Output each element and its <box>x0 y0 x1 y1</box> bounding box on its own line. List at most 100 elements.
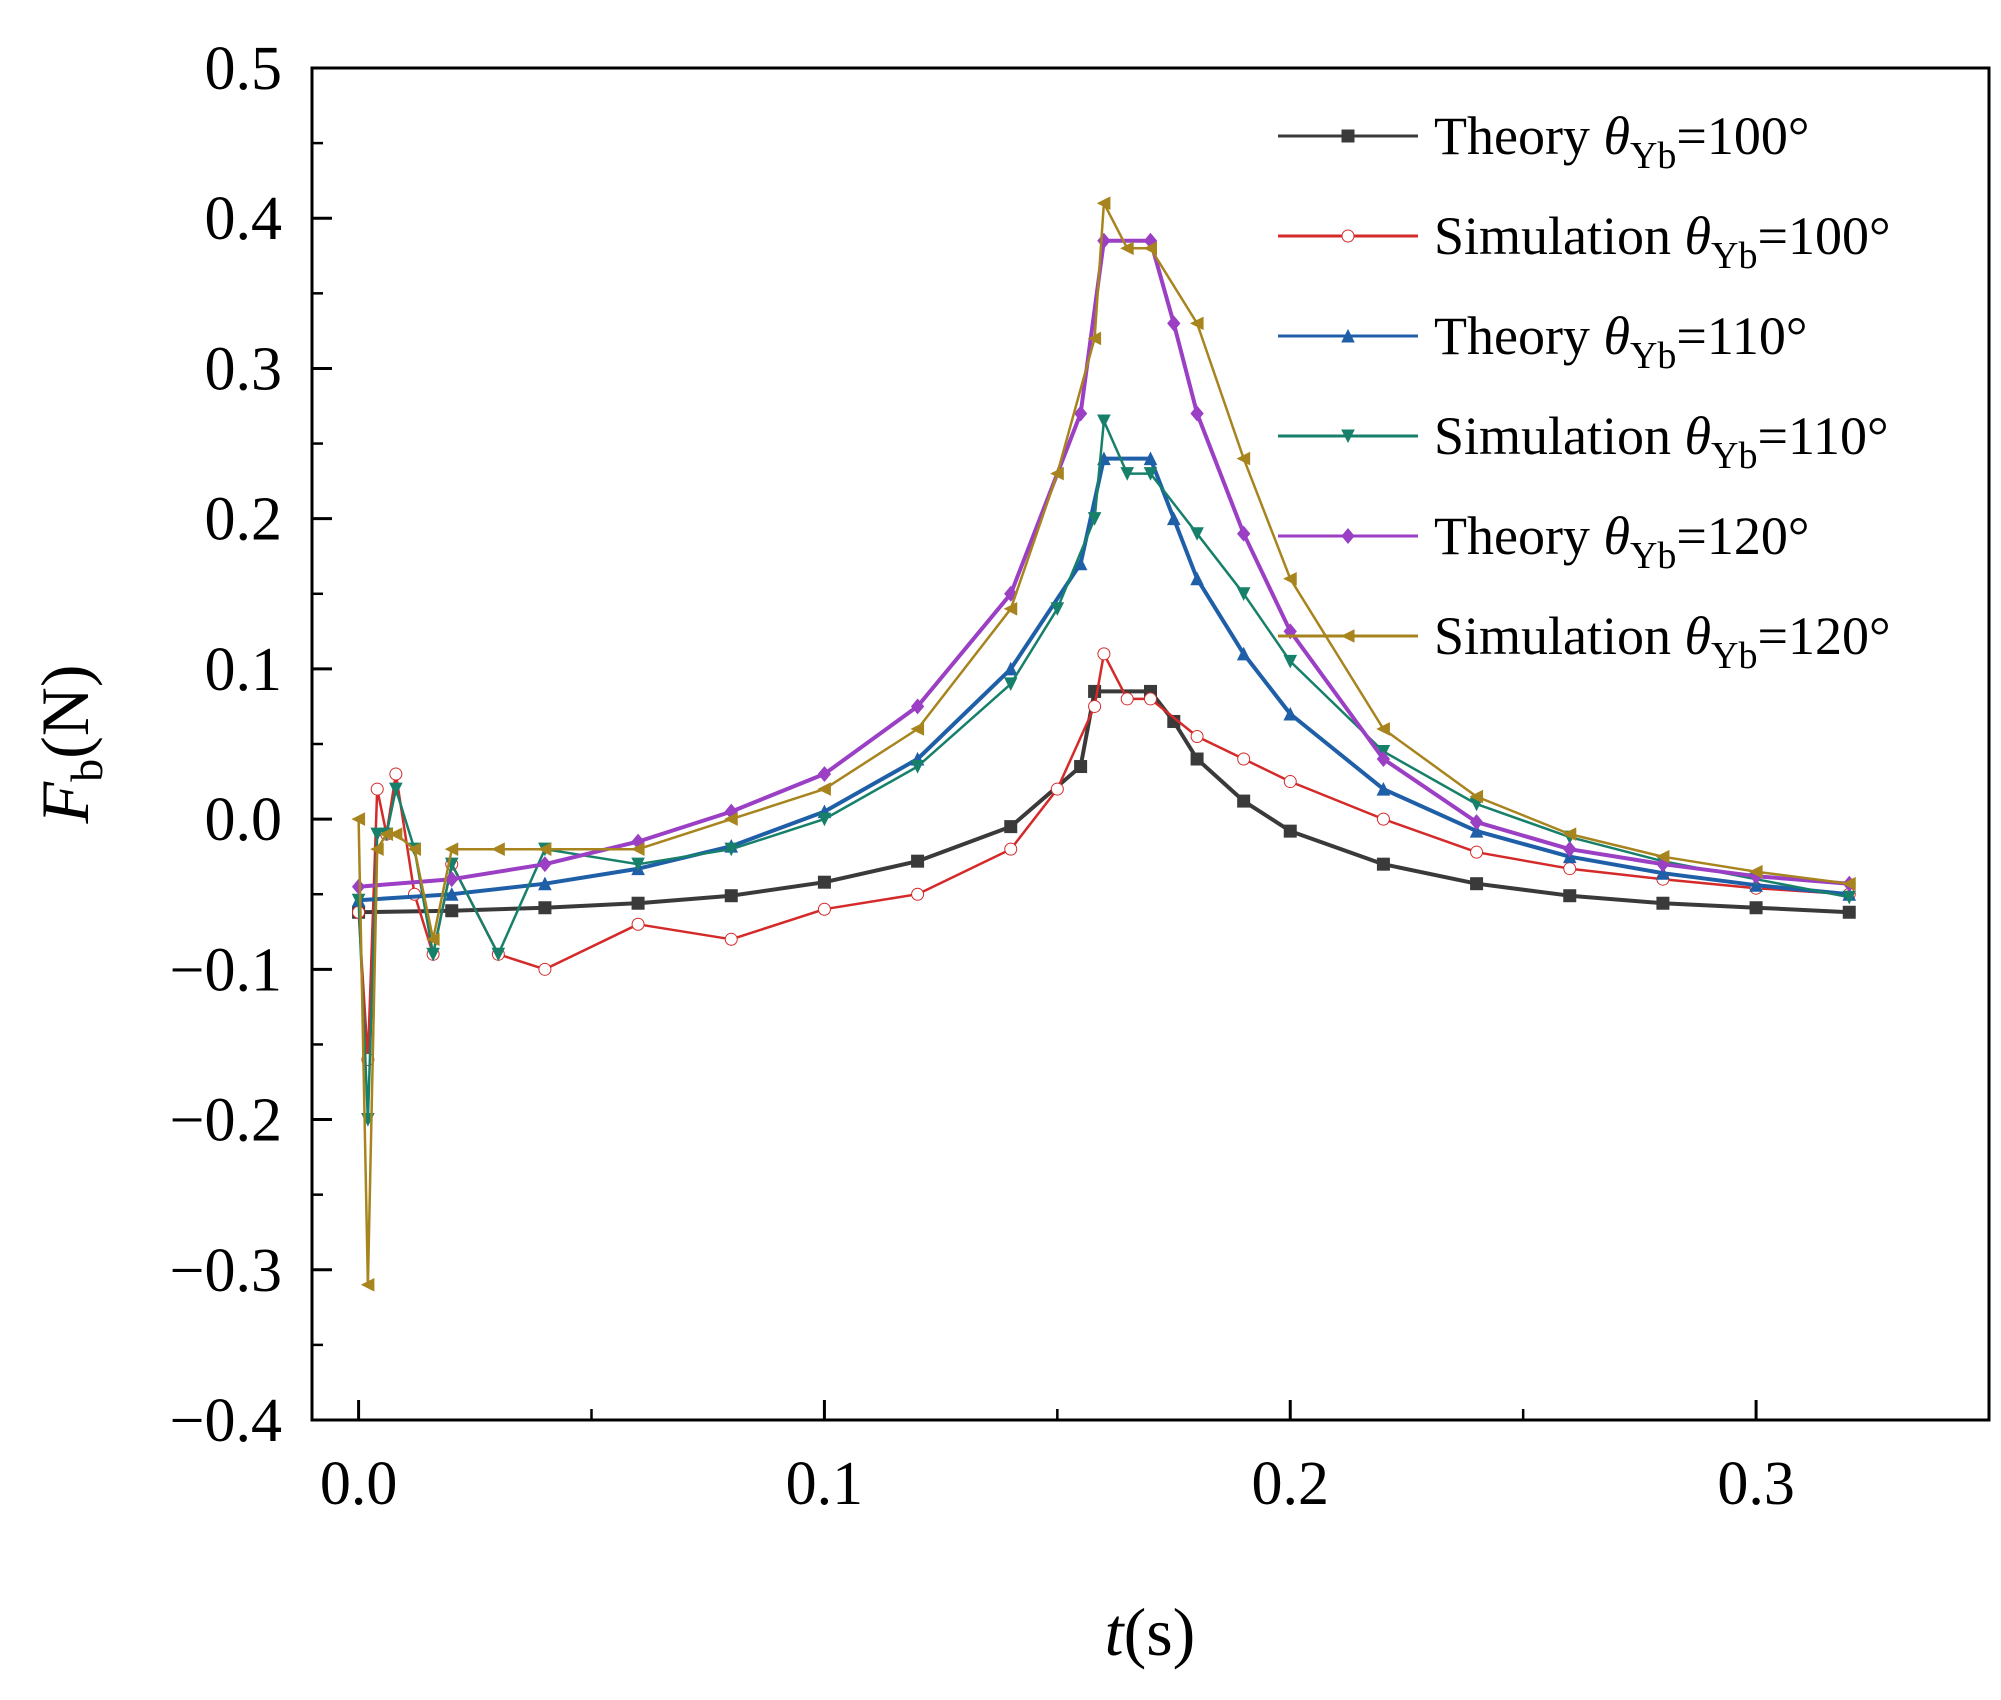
data-point <box>1004 585 1018 602</box>
legend-label: Theory θYb=110° <box>1434 306 1807 377</box>
data-point <box>910 722 925 736</box>
data-point <box>1283 654 1298 669</box>
data-point <box>538 962 552 976</box>
series-3 <box>351 451 1857 907</box>
data-point <box>1144 692 1157 706</box>
data-point <box>817 782 831 796</box>
data-point <box>630 842 645 856</box>
data-point <box>1120 467 1135 481</box>
data-point <box>1190 752 1204 766</box>
data-point <box>1470 877 1484 891</box>
legend-label: Theory θYb=100° <box>1434 106 1809 177</box>
data-point <box>817 766 832 783</box>
data-point <box>817 812 832 827</box>
data-point <box>1073 556 1088 571</box>
data-point <box>445 871 459 888</box>
data-point <box>1190 527 1204 541</box>
x-axis-title: t(s) <box>1105 1594 1196 1670</box>
data-point <box>910 760 925 774</box>
legend-swatch-marker <box>1341 429 1355 444</box>
series-6 <box>351 196 1856 1292</box>
y-tick-label: −0.3 <box>170 1237 282 1305</box>
legend-entry: Simulation θYb=120° <box>1278 606 1891 677</box>
y-tick-label: 0.3 <box>205 335 283 403</box>
data-point <box>351 812 366 826</box>
data-point <box>1655 849 1670 864</box>
data-point <box>1237 525 1251 542</box>
data-point <box>1096 196 1111 211</box>
data-point <box>1656 866 1670 880</box>
data-point <box>1563 889 1577 903</box>
legend-entry: Theory θYb=110° <box>1278 306 1807 377</box>
data-point <box>1842 876 1856 891</box>
data-point <box>407 842 421 856</box>
data-point <box>1563 862 1577 876</box>
y-tick-label: 0.2 <box>205 486 283 554</box>
legend: Theory θYb=100° Simulation θYb=100° Theory… <box>1278 106 1891 677</box>
data-point <box>1073 405 1088 422</box>
data-point <box>724 812 738 826</box>
y-tick-label: 0.1 <box>205 636 283 704</box>
y-tick-label: 0.4 <box>205 185 283 253</box>
data-point <box>724 889 738 903</box>
legend-label: Simulation θYb=100° <box>1434 206 1891 277</box>
data-point <box>370 842 384 856</box>
legend-swatch-marker <box>1341 129 1355 143</box>
data-point <box>1003 661 1018 676</box>
legend-entry: Theory θYb=120° <box>1278 506 1809 577</box>
data-point <box>631 896 645 910</box>
x-tick-label: 0.2 <box>1252 1450 1330 1518</box>
data-point <box>1656 896 1670 910</box>
data-point <box>1050 602 1065 616</box>
data-point <box>1004 842 1018 856</box>
data-point <box>1376 781 1391 796</box>
data-point <box>360 1277 375 1292</box>
data-point <box>1236 587 1251 601</box>
x-tick-label: 0.1 <box>786 1450 864 1518</box>
data-point <box>1237 794 1251 808</box>
data-point <box>1097 232 1111 249</box>
data-point <box>444 842 459 856</box>
data-point <box>1376 857 1390 871</box>
legend-label: Simulation θYb=120° <box>1434 606 1891 677</box>
data-point <box>1167 315 1181 332</box>
data-point <box>1087 512 1102 526</box>
series-1 <box>352 684 1856 919</box>
data-point <box>1562 827 1577 841</box>
data-point <box>388 827 403 841</box>
data-point <box>370 782 384 796</box>
data-point <box>491 947 506 962</box>
data-point <box>631 917 645 931</box>
data-point <box>911 887 925 901</box>
data-point <box>1189 316 1204 331</box>
data-point <box>444 887 459 901</box>
data-point <box>1236 451 1251 466</box>
data-point <box>1190 405 1204 422</box>
data-point <box>538 876 552 891</box>
y-tick-label: −0.2 <box>170 1087 282 1155</box>
y-tick-label: −0.4 <box>170 1387 282 1455</box>
data-point <box>1190 729 1204 743</box>
data-point <box>1469 789 1484 804</box>
data-point <box>1190 571 1204 586</box>
data-point <box>1283 706 1298 721</box>
tick-labels: 0.0 0.1 0.2 0.3 −0.4 −0.3 −0.2 −0.1 0.0 0.1 0.2 0.3… <box>170 35 1795 1518</box>
x-tick-label: 0.3 <box>1717 1450 1795 1518</box>
data-point <box>1088 699 1102 713</box>
data-point <box>351 878 366 895</box>
legend-label: Simulation θYb=110° <box>1434 406 1889 477</box>
data-point <box>1842 905 1856 919</box>
data-point <box>389 782 403 797</box>
data-point <box>1003 601 1018 616</box>
legend-swatch-marker <box>1341 229 1355 243</box>
data-point <box>910 698 925 715</box>
data-point <box>538 856 552 873</box>
data-point <box>1087 331 1102 346</box>
data-point <box>817 875 831 889</box>
y-tick-label: 0.0 <box>205 786 283 854</box>
data-point <box>1283 824 1297 838</box>
data-point <box>724 932 738 946</box>
legend-entry: Theory θYb=100° <box>1278 106 1809 177</box>
series-layer <box>351 196 1857 1292</box>
